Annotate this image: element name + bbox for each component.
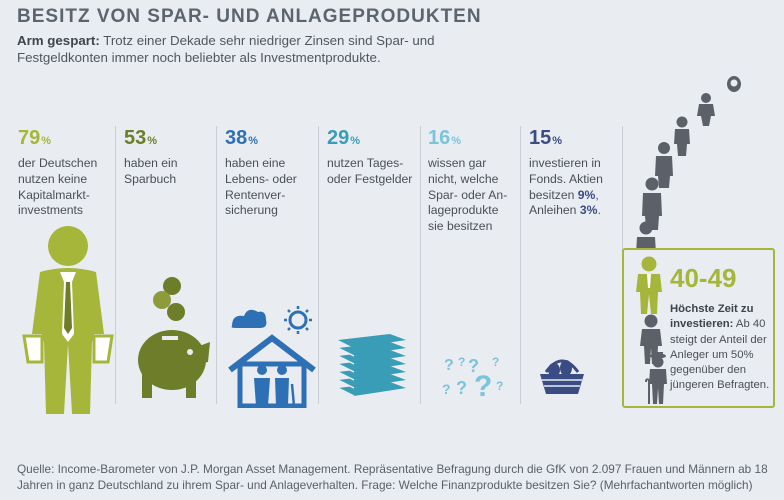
question-marks-icon: ? ? ? ? ? ? ? ? xyxy=(442,355,503,398)
aktien-value: 9% xyxy=(577,187,596,202)
svg-text:?: ? xyxy=(444,357,454,374)
stat-text-1: der Deutschen nutzen keine Kapitalmarkt-in… xyxy=(18,156,98,218)
stat-value-2: 53% xyxy=(124,127,158,149)
svg-text:?: ? xyxy=(468,356,479,376)
man-empty-pockets-icon xyxy=(22,226,114,414)
stat-column-4: 29% nutzen Tages-oder Festgelder xyxy=(327,126,427,404)
column-divider xyxy=(420,126,421,404)
stat-value-4: 29% xyxy=(327,127,361,149)
stat-text-3: haben eine Lebens- oder Rentenver-sicherun… xyxy=(225,156,297,218)
svg-text:?: ? xyxy=(492,355,499,369)
senior-with-cane-icon xyxy=(645,352,667,404)
stat-column-6: 15% investieren in Fonds. Aktien besitze… xyxy=(529,126,629,404)
life-stages-figures xyxy=(636,76,741,254)
age-range-body: Ab 40 steigt der Anteil der Anleger um 5… xyxy=(670,318,770,392)
page-subtitle: Arm gespart: Trotz einer Dekade sehr nie… xyxy=(17,32,457,66)
family-house-icon xyxy=(228,306,316,408)
anleihen-value: 3% xyxy=(579,203,598,218)
stat-text-5: wissen gar nicht, welche Spar- oder An-lag… xyxy=(428,156,508,234)
stat-value-1: 79% xyxy=(18,127,52,149)
svg-text:?: ? xyxy=(456,378,467,398)
source-note: Quelle: Income-Barometer von J.P. Morgan… xyxy=(17,462,768,492)
column-divider xyxy=(318,126,319,404)
stat-value-6: 15% xyxy=(529,127,563,149)
svg-text:?: ? xyxy=(442,381,451,397)
subtitle-text: Trotz einer Dekade sehr niedriger Zinsen… xyxy=(17,33,435,65)
age-range-text: Höchste Zeit zu investieren: Ab 40 steig… xyxy=(670,302,776,394)
svg-text:?: ? xyxy=(458,355,465,369)
money-stack-icon xyxy=(337,334,406,397)
young-adult-icon xyxy=(642,177,662,230)
stat-text-4: nutzen Tages-oder Festgelder xyxy=(327,156,413,186)
piggy-bank-icon xyxy=(138,277,210,398)
stat-column-3: 38% haben eine Lebens- oder Rentenver-sich… xyxy=(225,126,325,404)
age-range-label: 40-49 xyxy=(670,263,737,293)
egg-basket-icon xyxy=(540,359,584,394)
stat-text-6: investieren in Fonds. Aktien besitzen 9%… xyxy=(529,156,603,218)
column-divider xyxy=(115,126,116,404)
baby-icon xyxy=(727,76,741,92)
column-divider xyxy=(216,126,217,404)
stat-column-2: 53% haben ein Sparbuch xyxy=(124,126,224,404)
svg-text:?: ? xyxy=(474,370,492,398)
stat-column-1: 79% der Deutschen nutzen keine Kapitalmark… xyxy=(18,126,118,404)
age-range-lead: Höchste Zeit zu investieren: xyxy=(670,303,754,331)
stat-value-3: 38% xyxy=(225,127,259,149)
stat-value-5: 16% xyxy=(428,127,462,149)
column-divider xyxy=(520,126,521,404)
subtitle-lead: Arm gespart: xyxy=(17,33,100,48)
toddler-icon xyxy=(697,93,715,126)
teen-icon xyxy=(655,142,673,188)
svg-text:?: ? xyxy=(496,379,503,393)
child-icon xyxy=(674,116,690,156)
middle-aged-man-icon xyxy=(636,256,662,314)
stat-column-5: 16% wissen gar nicht, welche Spar- oder An… xyxy=(428,126,528,404)
stat-text-2: haben ein Sparbuch xyxy=(124,156,178,186)
page-title: BESITZ VON SPAR- UND ANLAGEPRODUKTEN xyxy=(17,6,482,27)
